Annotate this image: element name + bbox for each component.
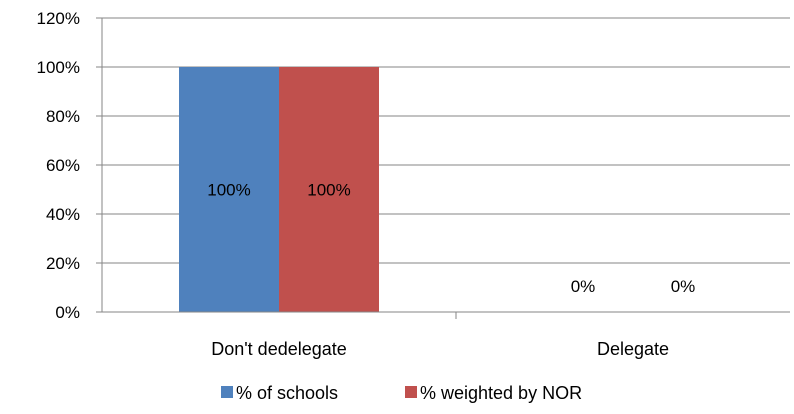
legend-label: % of schools [236, 383, 338, 403]
y-axis: 0% 20% 40% 60% 80% 100% 120% [37, 9, 103, 322]
bar [279, 67, 379, 312]
y-tick-label: 120% [37, 9, 80, 28]
data-label: 0% [671, 277, 696, 296]
data-labels: 100% 100% 0% 0% [207, 181, 695, 297]
y-tick-label: 80% [46, 107, 80, 126]
y-tick-label: 20% [46, 254, 80, 273]
y-tick-label: 0% [55, 303, 80, 322]
x-category-label: Delegate [597, 339, 669, 359]
x-category-label: Don't dedelegate [211, 339, 347, 359]
legend-label: % weighted by NOR [420, 383, 582, 403]
bars [179, 67, 379, 312]
y-tick-label: 60% [46, 156, 80, 175]
y-tick-label: 100% [37, 58, 80, 77]
x-axis: Don't dedelegate Delegate [102, 311, 790, 359]
data-label: 100% [207, 181, 250, 200]
y-tick-label: 40% [46, 205, 80, 224]
legend: % of schools % weighted by NOR [221, 383, 582, 403]
legend-swatch [221, 386, 233, 398]
legend-swatch [405, 386, 417, 398]
data-label: 100% [307, 181, 350, 200]
data-label: 0% [571, 277, 596, 296]
bar [179, 67, 279, 312]
